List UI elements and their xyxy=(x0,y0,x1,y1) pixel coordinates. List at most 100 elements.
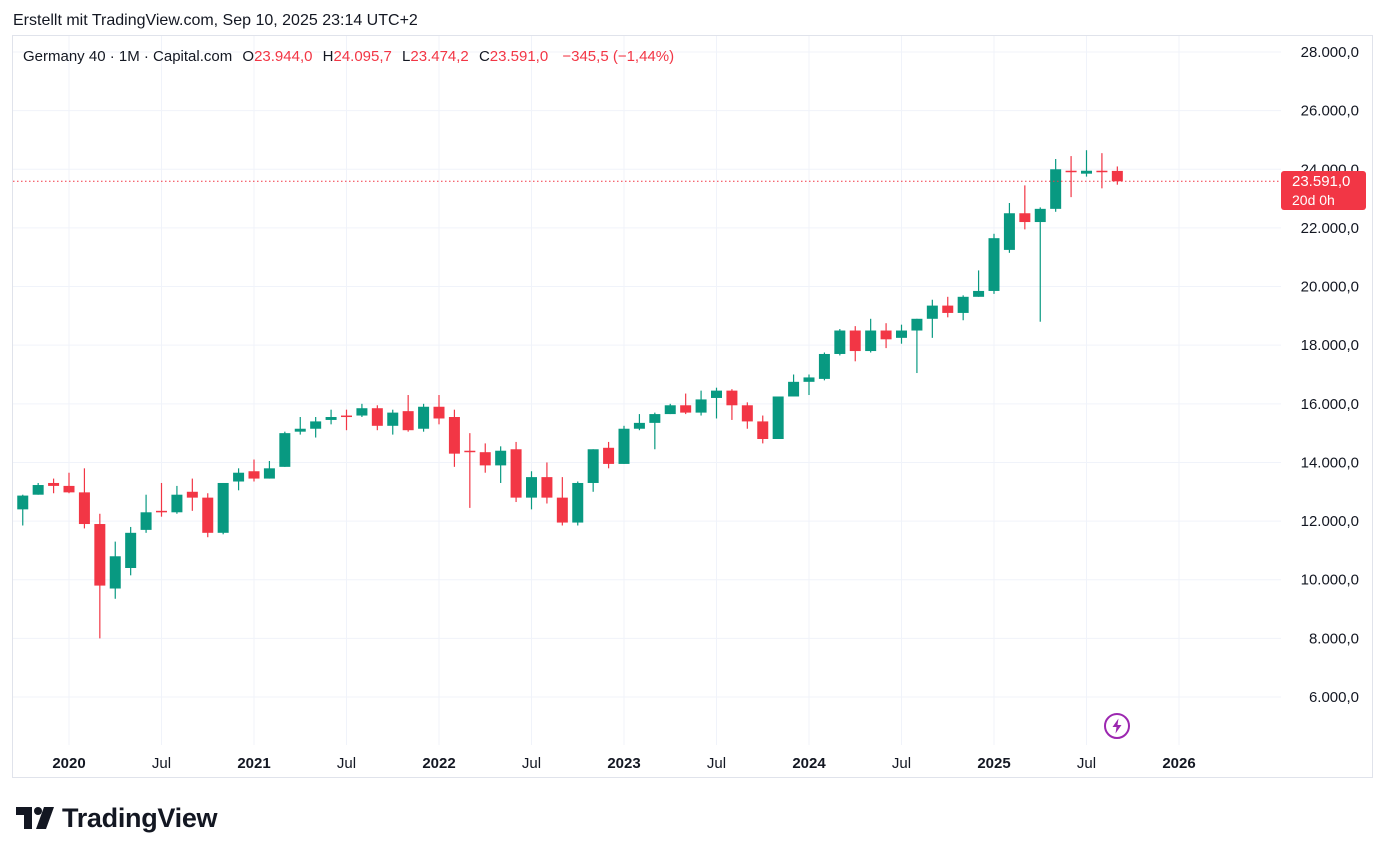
candle-body xyxy=(63,485,75,493)
created-with-text: Erstellt mit TradingView.com, Sep 10, 20… xyxy=(13,12,418,29)
x-tick-label: Jul xyxy=(707,755,726,772)
candle-body xyxy=(1111,170,1123,182)
candle-body xyxy=(294,428,306,432)
candle xyxy=(32,482,44,495)
candle xyxy=(556,477,568,526)
candle xyxy=(356,403,368,418)
open-label: O xyxy=(242,48,255,65)
candle-body xyxy=(680,405,692,413)
candle-body xyxy=(125,532,137,568)
candle xyxy=(402,395,414,432)
candle xyxy=(849,326,861,362)
candle-body xyxy=(1034,208,1046,223)
candle-body xyxy=(371,408,383,426)
candle-body xyxy=(896,330,907,338)
candle-body xyxy=(973,290,985,297)
candle-body xyxy=(803,377,815,382)
candle-body xyxy=(32,485,44,495)
candle xyxy=(988,233,1000,294)
high-label: H xyxy=(322,48,334,65)
candle-body xyxy=(202,497,214,533)
candle-body xyxy=(818,353,830,379)
candle-body xyxy=(510,449,522,498)
candle-body xyxy=(772,396,784,439)
chart-legend: Germany 40 · 1M · Capital.com O23.944,0 … xyxy=(23,48,674,65)
candle xyxy=(803,374,815,396)
candle-body xyxy=(587,449,599,483)
candle xyxy=(865,318,877,353)
candle xyxy=(341,409,352,431)
change-value: −345,5 (−1,44%) xyxy=(562,48,675,65)
candle-body xyxy=(572,482,584,523)
candle-body xyxy=(1050,169,1062,209)
tradingview-logo-icon xyxy=(16,807,54,829)
candle-body xyxy=(649,414,661,423)
bar-countdown: 20d 0h xyxy=(1292,192,1335,208)
candle-body xyxy=(279,433,291,467)
x-tick-label: 2022 xyxy=(422,755,455,772)
candle xyxy=(880,323,892,349)
y-tick-label: 18.000,0 xyxy=(1301,337,1359,354)
close-label: C xyxy=(478,48,490,65)
candle-body xyxy=(988,238,1000,291)
grid-lines xyxy=(13,36,1281,745)
candle-body xyxy=(248,471,260,479)
candle xyxy=(834,329,846,356)
candle xyxy=(294,417,306,435)
candle xyxy=(171,485,183,514)
candle-body xyxy=(1096,170,1108,173)
candle xyxy=(448,409,460,467)
candle-body xyxy=(263,468,275,479)
x-tick-label: 2024 xyxy=(792,755,826,772)
y-tick-label: 26.000,0 xyxy=(1301,103,1359,120)
x-tick-label: Jul xyxy=(892,755,911,772)
candle xyxy=(156,482,167,517)
candle-body xyxy=(387,412,399,426)
candle-body xyxy=(633,422,645,429)
low-label: L xyxy=(402,48,411,65)
candle xyxy=(495,446,507,483)
candle-body xyxy=(618,428,630,464)
candle xyxy=(433,395,445,425)
candle xyxy=(63,472,75,494)
candle xyxy=(664,403,676,415)
candle xyxy=(387,409,399,435)
chart-frame xyxy=(12,35,1373,778)
candle xyxy=(788,374,800,397)
candle-body xyxy=(865,330,877,352)
candle-body xyxy=(942,305,954,313)
candle xyxy=(510,441,522,503)
candle-body xyxy=(402,411,414,431)
candle-body xyxy=(788,381,800,397)
x-tick-label: Jul xyxy=(522,755,541,772)
candle-body xyxy=(433,406,445,419)
last-price-value: 23.591,0 xyxy=(1292,173,1351,190)
y-tick-label: 28.000,0 xyxy=(1301,44,1359,61)
high-value: 24.095,7 xyxy=(333,48,392,65)
candle-body xyxy=(140,512,152,530)
candle xyxy=(741,402,753,429)
candle-body xyxy=(911,318,923,331)
candle xyxy=(587,449,599,492)
y-tick-label: 16.000,0 xyxy=(1301,396,1359,413)
candle xyxy=(926,299,938,338)
candle xyxy=(911,318,923,374)
candle xyxy=(772,396,784,439)
candle-body xyxy=(310,421,322,429)
candle xyxy=(1065,156,1077,198)
candle xyxy=(125,526,137,576)
low-value: 23.474,2 xyxy=(410,48,469,65)
candle xyxy=(680,393,692,415)
candle-body xyxy=(664,405,676,415)
candle xyxy=(1081,150,1092,177)
lightning-icon[interactable] xyxy=(1104,713,1130,739)
candle xyxy=(572,481,584,526)
candle xyxy=(325,409,337,425)
y-tick-label: 8.000,0 xyxy=(1309,630,1359,647)
candle-body xyxy=(526,477,537,498)
tradingview-logo[interactable]: TradingView xyxy=(16,803,218,833)
candle-body xyxy=(757,421,769,439)
candle-body xyxy=(17,495,29,510)
candle xyxy=(603,441,615,469)
